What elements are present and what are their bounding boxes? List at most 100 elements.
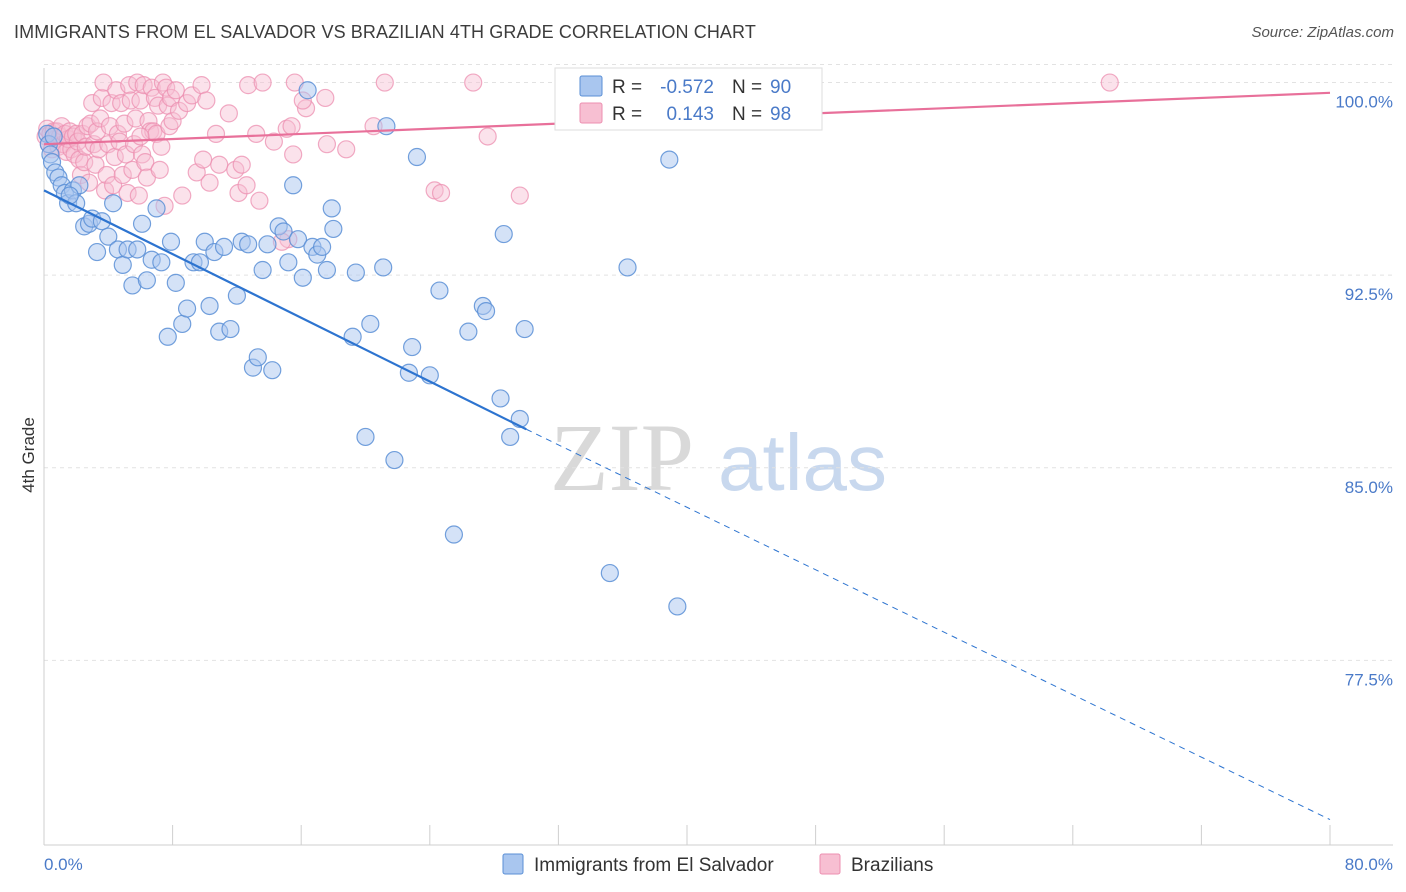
data-point-el-salvador xyxy=(258,235,277,254)
stats-legend-swatch-pink xyxy=(579,102,603,124)
data-point-el-salvador xyxy=(377,117,396,136)
data-point-el-salvador xyxy=(132,214,152,233)
data-point-el-salvador xyxy=(515,319,534,339)
data-point-brazilians xyxy=(129,186,148,205)
data-point-el-salvador xyxy=(99,227,118,246)
legend-label-brazilians: Brazilians xyxy=(851,855,933,876)
data-point-el-salvador xyxy=(248,348,267,367)
data-point-el-salvador xyxy=(407,147,427,167)
data-point-brazilians xyxy=(206,124,226,144)
watermark-zip: ZIP xyxy=(550,404,694,511)
data-point-el-salvador xyxy=(430,281,449,300)
data-point-el-salvador xyxy=(317,260,337,280)
axes xyxy=(43,68,1393,846)
data-point-el-salvador xyxy=(173,314,192,334)
stats-legend-r-value-2: 0.143 xyxy=(666,104,714,125)
data-point-el-salvador xyxy=(152,253,171,272)
data-point-brazilians xyxy=(431,183,451,203)
stats-legend-n-label-1: N = xyxy=(732,77,762,98)
data-point-el-salvador xyxy=(166,273,185,292)
data-point-el-salvador xyxy=(374,258,393,277)
data-point-brazilians xyxy=(316,88,335,108)
legend-label-el-salvador: Immigrants from El Salvador xyxy=(534,855,774,876)
data-point-brazilians xyxy=(91,109,110,128)
data-point-el-salvador xyxy=(494,224,513,244)
stats-legend-r-label-2: R = xyxy=(612,104,642,125)
data-point-el-salvador xyxy=(158,327,177,346)
data-point-brazilians xyxy=(166,81,185,100)
data-point-brazilians xyxy=(173,186,192,205)
data-point-el-salvador xyxy=(476,302,496,321)
data-point-brazilians xyxy=(131,91,150,110)
data-point-el-salvador xyxy=(346,263,365,282)
data-point-el-salvador xyxy=(660,150,679,169)
stats-legend-n-value-2: 98 xyxy=(770,104,791,125)
data-point-el-salvador xyxy=(279,253,298,272)
data-point-el-salvador xyxy=(444,525,464,544)
legend-swatch-brazilians xyxy=(819,853,841,875)
data-point-brazilians xyxy=(239,76,258,95)
data-point-el-salvador xyxy=(177,299,197,318)
data-point-brazilians xyxy=(197,91,216,110)
data-point-el-salvador xyxy=(60,186,79,205)
data-point-brazilians xyxy=(337,140,356,159)
source-label: Source: ZipAtlas.com xyxy=(1251,24,1394,41)
data-point-el-salvador xyxy=(312,237,332,257)
data-point-brazilians xyxy=(375,73,394,92)
data-point-brazilians xyxy=(89,140,108,159)
stats-legend-n-value-1: 90 xyxy=(770,77,791,98)
data-point-brazilians xyxy=(284,145,303,164)
data-point-brazilians xyxy=(115,114,134,133)
data-point-brazilians xyxy=(282,117,301,136)
data-point-el-salvador xyxy=(385,450,404,470)
data-point-el-salvador xyxy=(253,260,272,280)
data-point-el-salvador xyxy=(600,563,619,583)
data-point-brazilians xyxy=(210,155,229,174)
data-point-el-salvador xyxy=(239,235,258,254)
stats-legend-n-label-2: N = xyxy=(732,104,762,125)
y-tick-label: 85.0% xyxy=(1345,478,1393,497)
y-tick-label: 77.5% xyxy=(1345,670,1393,689)
data-point-brazilians xyxy=(160,117,179,136)
data-point-brazilians xyxy=(86,155,105,174)
data-point-el-salvador xyxy=(214,237,234,257)
data-point-brazilians xyxy=(247,124,266,144)
data-point-brazilians xyxy=(478,127,497,146)
x-tick-labels: 0.0% 80.0% xyxy=(44,855,1393,874)
data-point-el-salvador xyxy=(459,322,478,341)
bottom-legend: Immigrants from El Salvador Brazilians xyxy=(502,853,933,876)
data-point-el-salvador xyxy=(274,222,293,241)
data-point-el-salvador xyxy=(501,427,520,447)
data-point-brazilians xyxy=(97,165,116,185)
trend-line-el-salvador xyxy=(43,189,527,431)
data-point-el-salvador xyxy=(44,127,63,146)
data-point-brazilians xyxy=(192,76,211,95)
data-point-brazilians xyxy=(237,176,256,195)
data-point-el-salvador xyxy=(403,337,422,357)
x-tick-label: 80.0% xyxy=(1345,855,1393,874)
data-point-el-salvador xyxy=(668,597,687,616)
stats-legend-swatch-blue xyxy=(579,75,603,97)
data-point-el-salvador xyxy=(104,194,123,213)
data-point-brazilians xyxy=(253,73,272,92)
data-point-brazilians xyxy=(194,150,213,169)
data-point-el-salvador xyxy=(399,363,419,382)
stats-legend-r-label-1: R = xyxy=(612,77,642,98)
data-point-el-salvador xyxy=(113,255,132,274)
data-point-brazilians xyxy=(464,73,483,92)
data-point-brazilians xyxy=(92,88,111,108)
data-point-el-salvador xyxy=(324,219,343,239)
data-point-brazilians xyxy=(142,78,161,97)
data-point-brazilians xyxy=(1100,73,1119,92)
data-point-brazilians xyxy=(163,111,182,131)
legend-swatch-el-salvador xyxy=(502,853,524,875)
data-point-brazilians xyxy=(118,183,137,203)
data-point-brazilians xyxy=(200,173,219,192)
data-point-brazilians xyxy=(121,91,140,110)
data-point-brazilians xyxy=(152,137,171,156)
series-brazilians-points xyxy=(36,73,1119,251)
data-point-brazilians xyxy=(219,104,238,123)
data-point-brazilians xyxy=(108,124,128,144)
chart-title: IMMIGRANTS FROM EL SALVADOR VS BRAZILIAN… xyxy=(14,22,756,42)
